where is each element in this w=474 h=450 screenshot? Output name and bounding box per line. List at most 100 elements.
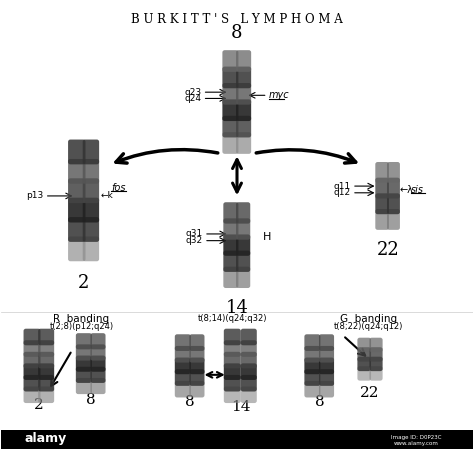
FancyBboxPatch shape	[375, 178, 389, 198]
FancyBboxPatch shape	[68, 217, 85, 242]
Text: 2: 2	[78, 274, 90, 292]
FancyBboxPatch shape	[76, 378, 92, 394]
FancyBboxPatch shape	[241, 387, 257, 403]
FancyBboxPatch shape	[223, 218, 238, 240]
FancyBboxPatch shape	[38, 352, 54, 369]
Text: G  banding: G banding	[340, 315, 398, 324]
FancyBboxPatch shape	[236, 234, 250, 256]
FancyBboxPatch shape	[224, 387, 241, 403]
FancyBboxPatch shape	[190, 358, 204, 374]
Bar	[1, 430, 473, 449]
FancyBboxPatch shape	[319, 358, 334, 374]
FancyBboxPatch shape	[236, 132, 251, 154]
FancyBboxPatch shape	[236, 251, 250, 272]
FancyBboxPatch shape	[224, 352, 241, 369]
FancyBboxPatch shape	[82, 159, 99, 184]
FancyBboxPatch shape	[76, 344, 92, 360]
Text: ←k: ←k	[100, 191, 113, 200]
Text: R  banding: R banding	[54, 315, 109, 324]
FancyBboxPatch shape	[236, 67, 251, 88]
FancyBboxPatch shape	[190, 369, 204, 386]
Text: 8: 8	[185, 395, 195, 409]
Text: t(8;22)(q24;q12): t(8;22)(q24;q12)	[334, 322, 404, 331]
FancyBboxPatch shape	[38, 387, 54, 403]
FancyBboxPatch shape	[224, 328, 241, 345]
FancyBboxPatch shape	[76, 367, 92, 383]
FancyBboxPatch shape	[91, 333, 106, 349]
Text: p13: p13	[27, 191, 44, 200]
FancyBboxPatch shape	[369, 347, 383, 362]
FancyBboxPatch shape	[190, 334, 204, 351]
FancyBboxPatch shape	[236, 202, 250, 224]
Text: t(8;14)(q24;q32): t(8;14)(q24;q32)	[198, 315, 267, 324]
Text: q23: q23	[184, 88, 201, 97]
Text: sis: sis	[411, 184, 424, 195]
FancyBboxPatch shape	[38, 340, 54, 357]
FancyBboxPatch shape	[222, 67, 238, 88]
FancyBboxPatch shape	[82, 217, 99, 242]
Text: B U R K I T T ' S   L Y M P H O M A: B U R K I T T ' S L Y M P H O M A	[131, 13, 343, 26]
FancyBboxPatch shape	[241, 328, 257, 345]
FancyBboxPatch shape	[387, 209, 400, 230]
FancyBboxPatch shape	[387, 194, 400, 214]
FancyBboxPatch shape	[319, 381, 334, 397]
FancyBboxPatch shape	[319, 369, 334, 386]
FancyBboxPatch shape	[24, 363, 40, 380]
Text: 8: 8	[315, 395, 324, 409]
FancyBboxPatch shape	[236, 83, 251, 105]
FancyBboxPatch shape	[319, 334, 334, 351]
FancyBboxPatch shape	[82, 140, 99, 164]
Text: 8: 8	[231, 24, 243, 42]
FancyBboxPatch shape	[387, 162, 400, 183]
Text: www.alamy.com: www.alamy.com	[393, 441, 438, 446]
Text: q11: q11	[334, 182, 351, 191]
FancyBboxPatch shape	[357, 357, 371, 371]
FancyBboxPatch shape	[223, 202, 238, 224]
FancyBboxPatch shape	[24, 328, 40, 345]
FancyBboxPatch shape	[224, 363, 241, 380]
FancyBboxPatch shape	[190, 346, 204, 363]
FancyBboxPatch shape	[319, 346, 334, 363]
Text: 2: 2	[34, 398, 44, 412]
Text: q31: q31	[186, 230, 203, 238]
FancyBboxPatch shape	[68, 140, 85, 164]
Text: q32: q32	[186, 236, 203, 245]
FancyBboxPatch shape	[236, 116, 251, 137]
FancyBboxPatch shape	[68, 198, 85, 222]
Text: Image ID: D0P23C: Image ID: D0P23C	[391, 435, 441, 440]
FancyBboxPatch shape	[190, 381, 204, 397]
FancyBboxPatch shape	[68, 159, 85, 184]
FancyBboxPatch shape	[175, 334, 191, 351]
FancyBboxPatch shape	[175, 381, 191, 397]
FancyBboxPatch shape	[24, 375, 40, 392]
FancyBboxPatch shape	[38, 375, 54, 392]
FancyBboxPatch shape	[82, 198, 99, 222]
FancyBboxPatch shape	[91, 356, 106, 372]
FancyBboxPatch shape	[357, 338, 371, 352]
FancyBboxPatch shape	[222, 132, 238, 154]
Text: q24: q24	[185, 94, 201, 103]
FancyBboxPatch shape	[82, 236, 99, 261]
FancyBboxPatch shape	[223, 251, 238, 272]
FancyBboxPatch shape	[224, 340, 241, 357]
FancyBboxPatch shape	[387, 178, 400, 198]
Text: fos: fos	[111, 183, 126, 193]
FancyBboxPatch shape	[38, 363, 54, 380]
FancyBboxPatch shape	[91, 378, 106, 394]
FancyBboxPatch shape	[375, 209, 389, 230]
FancyBboxPatch shape	[375, 162, 389, 183]
FancyBboxPatch shape	[91, 367, 106, 383]
FancyBboxPatch shape	[241, 375, 257, 392]
FancyBboxPatch shape	[24, 352, 40, 369]
FancyBboxPatch shape	[304, 346, 320, 363]
FancyBboxPatch shape	[175, 369, 191, 386]
FancyBboxPatch shape	[369, 338, 383, 352]
FancyBboxPatch shape	[222, 99, 238, 121]
FancyBboxPatch shape	[91, 344, 106, 360]
FancyBboxPatch shape	[68, 178, 85, 203]
Text: alamy: alamy	[25, 432, 67, 445]
FancyBboxPatch shape	[236, 99, 251, 121]
Text: 14: 14	[231, 400, 250, 414]
FancyBboxPatch shape	[304, 358, 320, 374]
FancyBboxPatch shape	[236, 267, 250, 288]
